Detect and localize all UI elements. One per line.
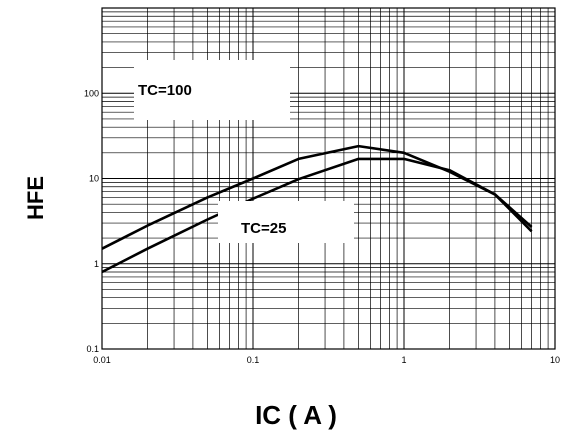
y-axis-label: HFE — [23, 176, 48, 220]
tc25-label-box — [218, 201, 354, 243]
y-tick-label: 1 — [94, 259, 99, 269]
series-lines — [101, 144, 533, 274]
series-line-tc25 — [101, 157, 533, 274]
x-tick-label: 10 — [550, 355, 560, 365]
x-tick-label: 0.01 — [93, 355, 111, 365]
plot-frame — [101, 7, 556, 350]
y-tick-label: 0.1 — [86, 344, 99, 354]
x-tick-labels: 0.01 0.1 1 10 — [93, 355, 560, 365]
tc100-label-box — [134, 60, 290, 120]
tc25-label: TC=25 — [241, 220, 287, 237]
x-tick-label: 0.1 — [247, 355, 260, 365]
x-tick-label: 1 — [401, 355, 406, 365]
x-axis-label: IC ( A ) — [255, 400, 337, 430]
y-tick-label: 100 — [84, 88, 99, 98]
y-tick-labels: 0.1 1 10 100 — [84, 88, 99, 354]
y-tick-label: 10 — [89, 174, 99, 184]
tc100-label: TC=100 — [138, 82, 192, 99]
